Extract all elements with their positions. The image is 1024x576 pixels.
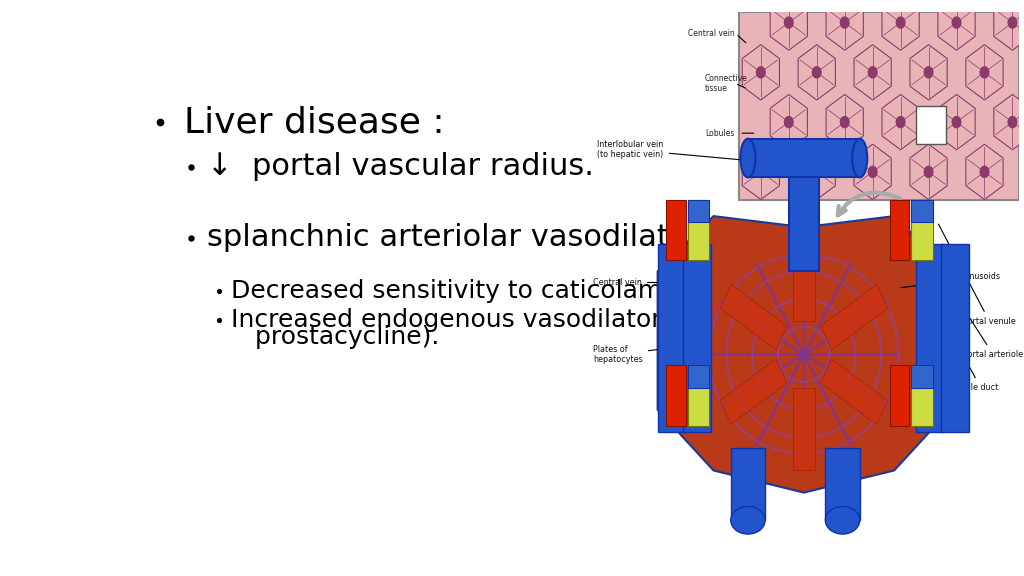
Polygon shape — [994, 94, 1024, 150]
Bar — [911, 365, 933, 426]
Bar — [688, 199, 710, 260]
Polygon shape — [854, 144, 891, 199]
Polygon shape — [770, 94, 807, 150]
Polygon shape — [910, 45, 947, 100]
Circle shape — [841, 116, 849, 128]
Circle shape — [925, 67, 933, 78]
Polygon shape — [657, 216, 950, 492]
Polygon shape — [793, 388, 814, 471]
Circle shape — [784, 17, 793, 28]
Bar — [788, 161, 819, 271]
Circle shape — [952, 116, 961, 128]
Polygon shape — [798, 144, 836, 199]
Bar — [915, 244, 943, 432]
Circle shape — [784, 116, 793, 128]
Text: Central vein: Central vein — [688, 29, 735, 38]
Ellipse shape — [740, 139, 756, 177]
Circle shape — [925, 166, 933, 177]
Circle shape — [896, 17, 905, 28]
Bar — [688, 365, 710, 388]
Circle shape — [757, 166, 765, 177]
Ellipse shape — [852, 139, 867, 177]
Bar — [683, 244, 712, 432]
Circle shape — [868, 166, 877, 177]
Text: Portal venule: Portal venule — [938, 224, 1016, 325]
Polygon shape — [994, 0, 1024, 50]
Circle shape — [812, 67, 821, 78]
Bar — [731, 448, 765, 520]
Polygon shape — [798, 45, 836, 100]
Polygon shape — [826, 94, 863, 150]
Polygon shape — [882, 0, 920, 50]
Bar — [739, 12, 1019, 199]
Circle shape — [952, 17, 961, 28]
Text: Decreased sensitivity to caticolamin: Decreased sensitivity to caticolamin — [231, 279, 685, 303]
Circle shape — [1008, 116, 1017, 128]
Text: Increased endogenous vasodilator ( NO,: Increased endogenous vasodilator ( NO, — [231, 308, 734, 332]
Polygon shape — [826, 0, 863, 50]
Ellipse shape — [731, 506, 765, 534]
Bar — [667, 199, 686, 260]
Text: Liver disease :: Liver disease : — [183, 105, 444, 139]
Text: Interlobular vein
(to hepatic vein): Interlobular vein (to hepatic vein) — [597, 140, 750, 161]
Circle shape — [757, 67, 765, 78]
Text: Portal arteriole: Portal arteriole — [934, 263, 1023, 359]
Polygon shape — [910, 144, 947, 199]
Circle shape — [980, 67, 989, 78]
Polygon shape — [742, 144, 779, 199]
Text: Lobules: Lobules — [705, 128, 734, 138]
Circle shape — [1008, 17, 1017, 28]
Text: Plates of
hepatocytes: Plates of hepatocytes — [593, 344, 707, 364]
Bar — [941, 244, 970, 432]
Bar — [688, 365, 710, 426]
Polygon shape — [821, 285, 888, 350]
Circle shape — [841, 17, 849, 28]
Bar — [911, 199, 933, 222]
Circle shape — [980, 166, 989, 177]
Bar — [890, 199, 909, 260]
Circle shape — [868, 67, 877, 78]
Bar — [915, 105, 946, 144]
Text: Connective
tissue: Connective tissue — [705, 74, 748, 93]
Polygon shape — [793, 238, 814, 321]
Text: Bile duct: Bile duct — [934, 301, 998, 392]
Text: Sinusoids: Sinusoids — [901, 272, 1001, 287]
Polygon shape — [742, 45, 779, 100]
Text: ↓  portal vascular radius.: ↓ portal vascular radius. — [207, 152, 594, 181]
Bar — [667, 365, 686, 426]
Text: prostacycline).: prostacycline). — [231, 325, 439, 350]
Polygon shape — [854, 45, 891, 100]
Bar — [890, 365, 909, 426]
Polygon shape — [770, 0, 807, 50]
Text: Central vein: Central vein — [593, 278, 681, 287]
Bar — [911, 199, 933, 260]
Circle shape — [812, 166, 821, 177]
Ellipse shape — [825, 506, 860, 534]
Polygon shape — [938, 0, 975, 50]
Polygon shape — [882, 94, 920, 150]
Bar — [748, 139, 860, 177]
Bar — [911, 365, 933, 388]
Polygon shape — [966, 45, 1004, 100]
Bar — [657, 244, 686, 432]
Polygon shape — [821, 359, 888, 425]
Polygon shape — [938, 94, 975, 150]
Bar — [688, 199, 710, 222]
Polygon shape — [720, 285, 786, 350]
Polygon shape — [720, 359, 786, 425]
Circle shape — [896, 116, 905, 128]
Polygon shape — [966, 144, 1004, 199]
Bar — [825, 448, 860, 520]
Text: splanchnic arteriolar vasodilatation: splanchnic arteriolar vasodilatation — [207, 223, 746, 252]
